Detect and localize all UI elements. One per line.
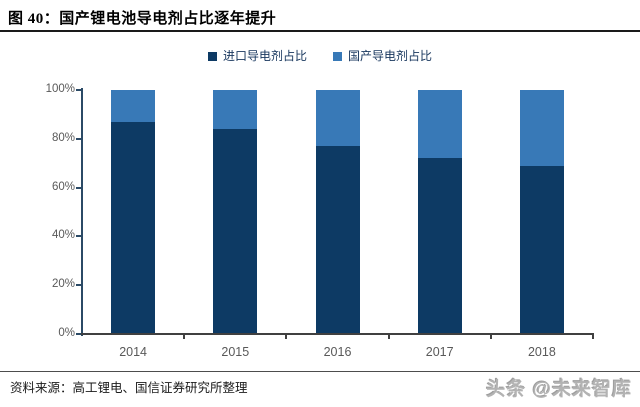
chart-legend: 进口导电剂占比 国产导电剂占比: [0, 48, 640, 64]
bar-2016-domestic: [315, 90, 360, 147]
legend-label-domestic: 国产导电剂占比: [348, 49, 433, 63]
bar-2018-domestic: [519, 90, 564, 166]
legend-label-imported: 进口导电剂占比: [222, 49, 307, 63]
bar-2017-imported: [417, 158, 462, 334]
x-axis-tick: [183, 335, 186, 339]
y-axis-label: 0%: [58, 327, 75, 339]
y-axis-label: 80%: [51, 131, 75, 144]
y-axis-tick: [76, 235, 81, 238]
bar-2015-imported: [213, 129, 258, 334]
bar-2016-imported: [315, 146, 360, 334]
figure-title: 图 40：国产锂电池导电剂占比逐年提升: [8, 11, 277, 27]
y-axis-tick: [76, 186, 81, 189]
legend-swatch-imported: [207, 51, 217, 61]
x-axis-tick: [285, 335, 288, 339]
x-axis-label-2014: 2014: [119, 345, 147, 359]
y-axis-tick: [76, 89, 81, 91]
legend-item-domestic: 国产导电剂占比: [333, 50, 432, 62]
legend-item-imported: 进口导电剂占比: [207, 49, 307, 63]
bar-2014-imported: [111, 121, 156, 334]
x-axis-tick: [489, 335, 492, 339]
x-axis-label-2017: 2017: [425, 345, 454, 359]
y-axis-label: 20%: [51, 278, 75, 291]
x-axis-label-2016: 2016: [323, 345, 352, 359]
title-divider: [0, 30, 640, 32]
source-note: 资料来源：高工锂电、国信证券研究所整理: [10, 381, 248, 395]
y-axis-tick: [76, 333, 81, 335]
bar-2014-domestic: [111, 90, 156, 122]
bar-2015-domestic: [213, 90, 258, 130]
x-axis-tick: [387, 335, 390, 339]
y-axis-line: [81, 88, 83, 336]
x-axis-label-2018: 2018: [527, 345, 556, 359]
footer-divider: [0, 371, 640, 372]
x-axis-tick: [592, 335, 594, 339]
bar-2017-domestic: [417, 90, 462, 159]
y-axis-label: 60%: [51, 180, 75, 193]
y-axis-label: 40%: [51, 229, 75, 242]
x-axis-line: [81, 333, 594, 335]
bar-2018-imported: [519, 165, 564, 334]
y-axis-label: 100%: [45, 83, 75, 95]
y-axis-tick: [76, 137, 81, 140]
y-axis-tick: [76, 284, 81, 287]
legend-swatch-domestic: [333, 51, 342, 61]
x-axis-label-2015: 2015: [221, 345, 250, 359]
watermark: 头条 @未来智库: [486, 379, 632, 400]
